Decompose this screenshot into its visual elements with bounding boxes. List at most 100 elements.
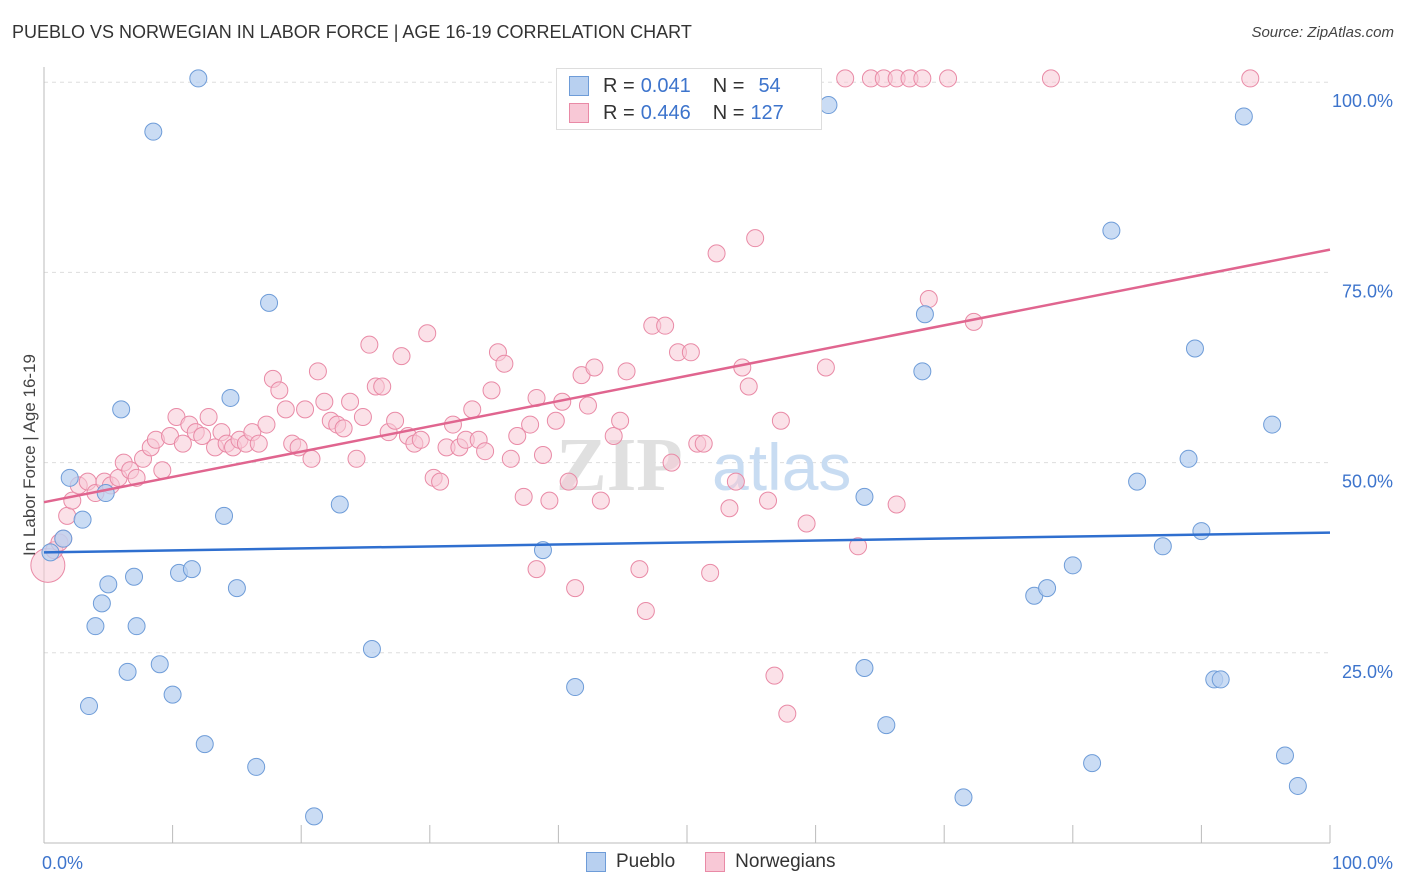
norwegians-point <box>701 563 720 582</box>
norwegians-point <box>849 537 868 556</box>
pueblo-point <box>195 735 214 754</box>
pueblo-point <box>127 617 146 636</box>
norwegians-point <box>514 487 533 506</box>
legend-row-norwegians: R = 0.446 N = 127 <box>569 100 784 126</box>
pueblo-point <box>855 659 874 678</box>
pueblo-point <box>227 579 246 598</box>
norwegians-point <box>1041 69 1060 88</box>
norwegians-point <box>578 396 597 415</box>
norwegians-point <box>617 362 636 381</box>
pueblo-point <box>1234 107 1253 126</box>
norwegians-point <box>656 316 675 335</box>
norwegians-point <box>778 704 797 723</box>
norwegians-point <box>611 411 630 430</box>
legend-r-value: 0.446 <box>640 101 691 124</box>
legend-item-norwegians[interactable]: Norwegians <box>705 851 836 873</box>
legend-label: Pueblo <box>616 851 676 872</box>
norwegians-point <box>939 69 958 88</box>
norwegians-point <box>495 354 514 373</box>
norwegians-point <box>334 419 353 438</box>
pueblo-point <box>182 560 201 579</box>
pueblo-point <box>99 575 118 594</box>
norwegians-point <box>249 434 268 453</box>
pueblo-swatch <box>569 76 589 96</box>
legend-n-value: 127 <box>750 101 784 124</box>
norwegians-point <box>199 407 218 426</box>
norwegians-point <box>681 343 700 362</box>
pueblo-point <box>1038 579 1057 598</box>
norwegians-point <box>746 229 765 248</box>
y-tick-label: 25.0% <box>1342 662 1393 682</box>
norwegians-points <box>30 69 1260 723</box>
legend-item-pueblo[interactable]: Pueblo <box>586 851 675 873</box>
norwegians-point <box>521 415 540 434</box>
y-tick-labels: 25.0% 50.0% 75.0% 100.0% <box>1332 91 1393 682</box>
norwegians-point <box>443 415 462 434</box>
pueblo-point <box>330 495 349 514</box>
norwegians-point <box>771 411 790 430</box>
norwegians-point <box>353 407 372 426</box>
norwegians-point <box>431 472 450 491</box>
grid-lines <box>44 81 1330 654</box>
pueblo-point <box>1063 556 1082 575</box>
norwegians-point <box>360 335 379 354</box>
norwegians-point <box>386 411 405 430</box>
norwegians-point <box>836 69 855 88</box>
pueblo-point <box>221 388 240 407</box>
pueblo-point <box>125 567 144 586</box>
pueblo-point <box>86 617 105 636</box>
pueblo-point <box>118 662 137 681</box>
pueblo-point <box>144 122 163 141</box>
pueblo-point <box>112 400 131 419</box>
correlation-legend: R = 0.041 N = 54 R = 0.446 N = 127 <box>556 68 822 130</box>
trend-lines <box>43 248 1331 554</box>
norwegians-point <box>508 426 527 445</box>
norwegians-point <box>546 411 565 430</box>
norwegians-point <box>276 400 295 419</box>
pueblo-point <box>915 305 934 324</box>
pueblo-point <box>247 757 266 776</box>
pueblo-point <box>54 529 73 548</box>
norwegians-point <box>302 449 321 468</box>
norwegians-point <box>630 560 649 579</box>
norwegians-swatch <box>705 852 726 872</box>
y-tick-label: 50.0% <box>1342 472 1393 492</box>
norwegians-point <box>733 358 752 377</box>
pueblo-point <box>1153 537 1172 556</box>
pueblo-point <box>1263 415 1282 434</box>
pueblo-point <box>80 697 99 716</box>
norwegians-point <box>193 426 212 445</box>
y-tick-label: 100.0% <box>1332 91 1393 111</box>
norwegians-point <box>720 499 739 518</box>
norwegians-point <box>816 358 835 377</box>
norwegians-point <box>482 381 501 400</box>
norwegians-point <box>418 324 437 343</box>
norwegians-point <box>296 400 315 419</box>
x-tick-labels: 0.0% 100.0% <box>42 853 1393 873</box>
norwegians-point <box>270 381 289 400</box>
pueblo-point <box>96 484 115 503</box>
norwegians-point <box>153 461 172 480</box>
pueblo-point <box>73 510 92 529</box>
pueblo-point <box>1211 670 1230 689</box>
pueblo-point <box>1128 472 1147 491</box>
pueblo-point <box>877 716 896 735</box>
norwegians-point <box>533 446 552 464</box>
norwegians-point <box>797 514 816 533</box>
norwegians-point <box>58 506 77 525</box>
norwegians-point <box>341 392 360 411</box>
norwegians-point <box>501 449 520 468</box>
norwegians-point <box>726 472 745 491</box>
pueblo-point <box>1275 746 1294 765</box>
chart-title: PUEBLO VS NORWEGIAN IN LABOR FORCE | AGE… <box>12 22 692 42</box>
x-tick-label: 100.0% <box>1332 853 1393 873</box>
y-tick-label: 75.0% <box>1342 281 1393 301</box>
pueblo-point <box>566 678 585 697</box>
legend-n-label: N = <box>712 74 745 97</box>
x-tick-label: 0.0% <box>42 853 83 873</box>
norwegians-point <box>347 449 366 468</box>
norwegians-point <box>765 666 784 685</box>
pueblo-point <box>362 640 381 658</box>
norwegians-point <box>476 442 495 461</box>
